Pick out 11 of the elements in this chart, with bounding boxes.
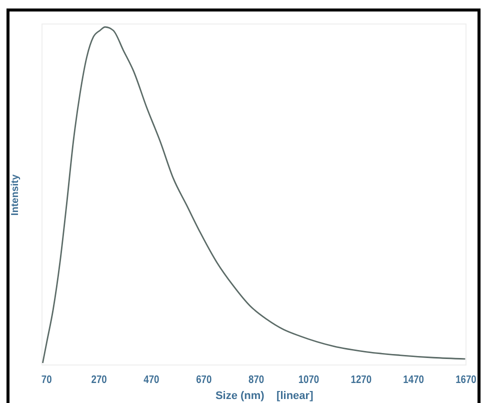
x-tick-label: 1270 bbox=[350, 374, 372, 386]
x-tick-label: 1470 bbox=[403, 374, 424, 386]
x-tick-label: 870 bbox=[248, 374, 264, 386]
y-axis-title: Intensity bbox=[10, 174, 21, 216]
x-tick-label: 470 bbox=[144, 374, 160, 386]
x-tick-label: 1670 bbox=[456, 374, 477, 386]
x-axis-title: Size (nm) [linear] bbox=[215, 390, 314, 402]
x-tick-label: 270 bbox=[91, 374, 108, 386]
x-tick-label: 670 bbox=[196, 374, 212, 386]
x-tick-label: 70 bbox=[41, 374, 52, 386]
x-tick-label: 1070 bbox=[298, 374, 320, 386]
